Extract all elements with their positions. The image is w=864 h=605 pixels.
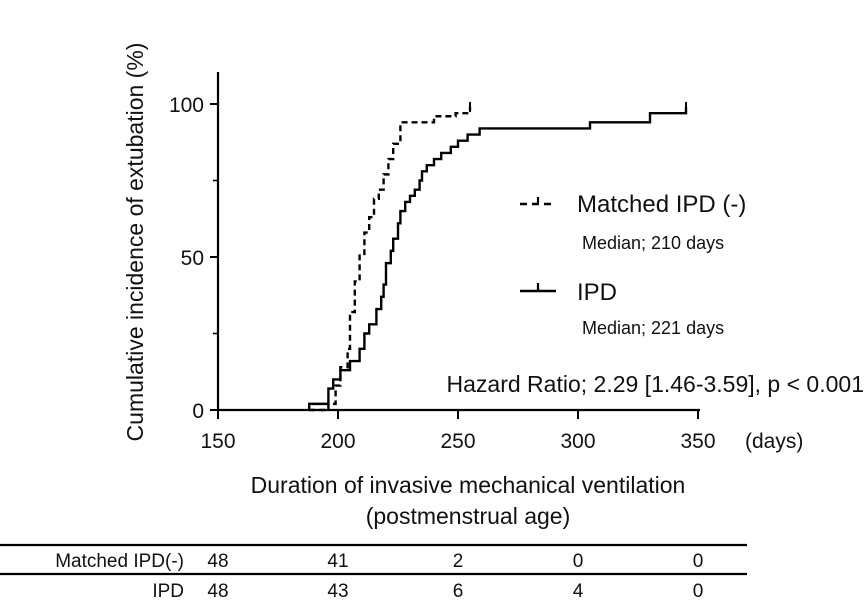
risk-cell: 48 (207, 551, 228, 572)
risk-cell: 43 (327, 581, 348, 602)
y-axis-title: Cumulative incidence of extubation (%) (122, 43, 148, 442)
risk-cell: 4 (573, 581, 584, 602)
x-tick-label: 350 (680, 430, 715, 453)
x-axis-subtitle: (postmenstrual age) (366, 503, 571, 529)
risk-cell: 2 (453, 551, 464, 572)
legend: Matched IPD (-) Median; 210 days IPD Median… (447, 191, 864, 397)
legend-median-matched-ipd-neg: Median; 210 days (582, 233, 724, 253)
legend-median-ipd: Median; 221 days (582, 318, 724, 338)
risk-cell: 41 (327, 551, 348, 572)
risk-cell: 0 (573, 551, 584, 572)
hazard-ratio-annotation: Hazard Ratio; 2.29 [1.46-3.59], p < 0.00… (447, 371, 864, 397)
x-tick-label: 250 (440, 430, 475, 453)
x-tick-label: 300 (560, 430, 595, 453)
risk-cell: 6 (453, 581, 464, 602)
x-axis-title: Duration of invasive mechanical ventilat… (251, 472, 686, 498)
y-tick-label: 50 (181, 247, 204, 270)
risk-cell: 48 (207, 581, 228, 602)
series-line-ipd (308, 107, 688, 410)
risk-row-label: Matched IPD(-) (55, 551, 184, 572)
risk-cell: 0 (693, 551, 704, 572)
x-tick-label: 200 (320, 430, 355, 453)
axes: 0 50 100 150 200 250 300 350 (days) Duration of i… (122, 43, 803, 529)
risk-row-label: IPD (152, 581, 184, 602)
x-tick-label: 150 (200, 430, 235, 453)
legend-label-matched-ipd-neg: Matched IPD (-) (577, 191, 746, 218)
series-line-matched-ipd-neg (309, 107, 472, 412)
y-tick-label: 0 (192, 400, 204, 423)
legend-label-ipd: IPD (577, 279, 617, 306)
risk-table: Matched IPD(-) 48 41 2 0 0 IPD 48 43 6 4 0 (0, 543, 747, 602)
x-unit-label: (days) (745, 430, 803, 453)
risk-cell: 0 (693, 581, 704, 602)
y-tick-label: 100 (169, 94, 204, 117)
series-lines (308, 102, 688, 412)
